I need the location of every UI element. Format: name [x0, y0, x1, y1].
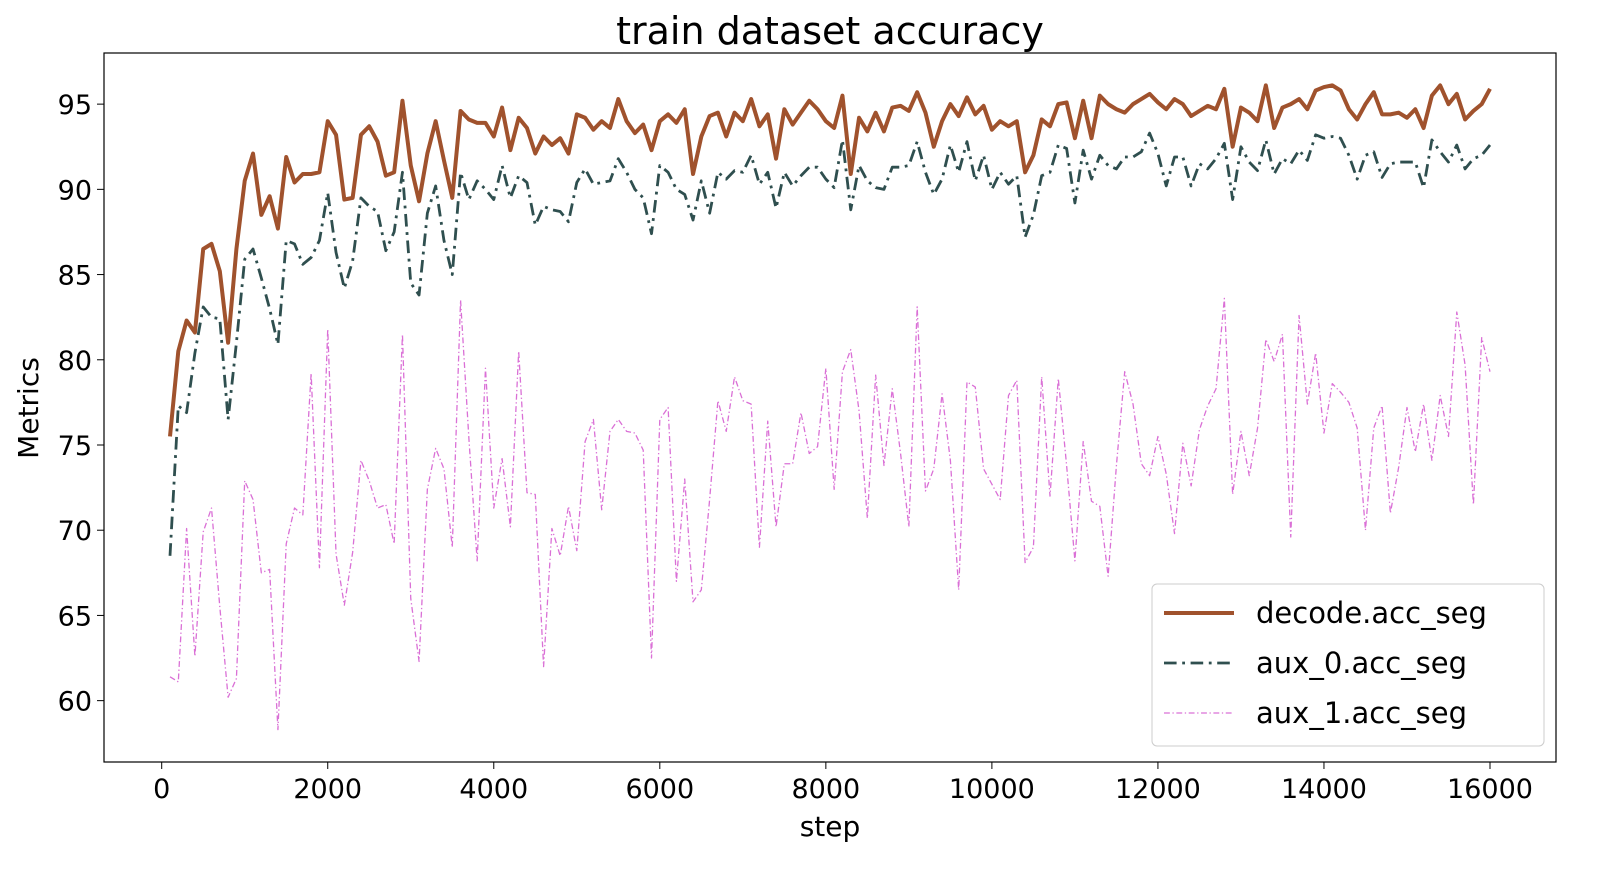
- plot-frame: [103, 52, 1557, 763]
- x-tick-label: 2000: [293, 774, 362, 805]
- x-tick-label: 4000: [459, 774, 528, 805]
- series-line: [169, 297, 1491, 731]
- y-tick-label: 75: [58, 431, 92, 462]
- y-tick-label: 85: [58, 261, 92, 292]
- x-tick-label: 12000: [1115, 774, 1201, 805]
- y-tick-label: 95: [58, 90, 92, 121]
- y-tick-label: 70: [58, 516, 92, 547]
- y-tick-label: 60: [58, 687, 92, 718]
- y-axis-label: Metrics: [12, 357, 45, 459]
- x-tick-label: 6000: [625, 774, 694, 805]
- y-tick-label: 90: [58, 175, 92, 206]
- series-line: [168, 83, 1492, 437]
- y-tick-label: 65: [58, 601, 92, 632]
- legend-label: decode.acc_seg: [1256, 596, 1487, 630]
- legend-label: aux_0.acc_seg: [1256, 646, 1467, 680]
- x-tick-label: 8000: [791, 774, 860, 805]
- series-line: [168, 131, 1492, 556]
- legend-label: aux_1.acc_seg: [1256, 696, 1467, 730]
- x-tick-label: 0: [153, 774, 170, 805]
- x-tick-label: 16000: [1447, 774, 1533, 805]
- chart-title: train dataset accuracy: [616, 9, 1044, 53]
- x-tick-label: 10000: [949, 774, 1035, 805]
- legend-box: [1151, 583, 1545, 747]
- x-axis-label: step: [800, 810, 861, 843]
- y-tick-label: 80: [58, 346, 92, 377]
- x-tick-label: 14000: [1281, 774, 1367, 805]
